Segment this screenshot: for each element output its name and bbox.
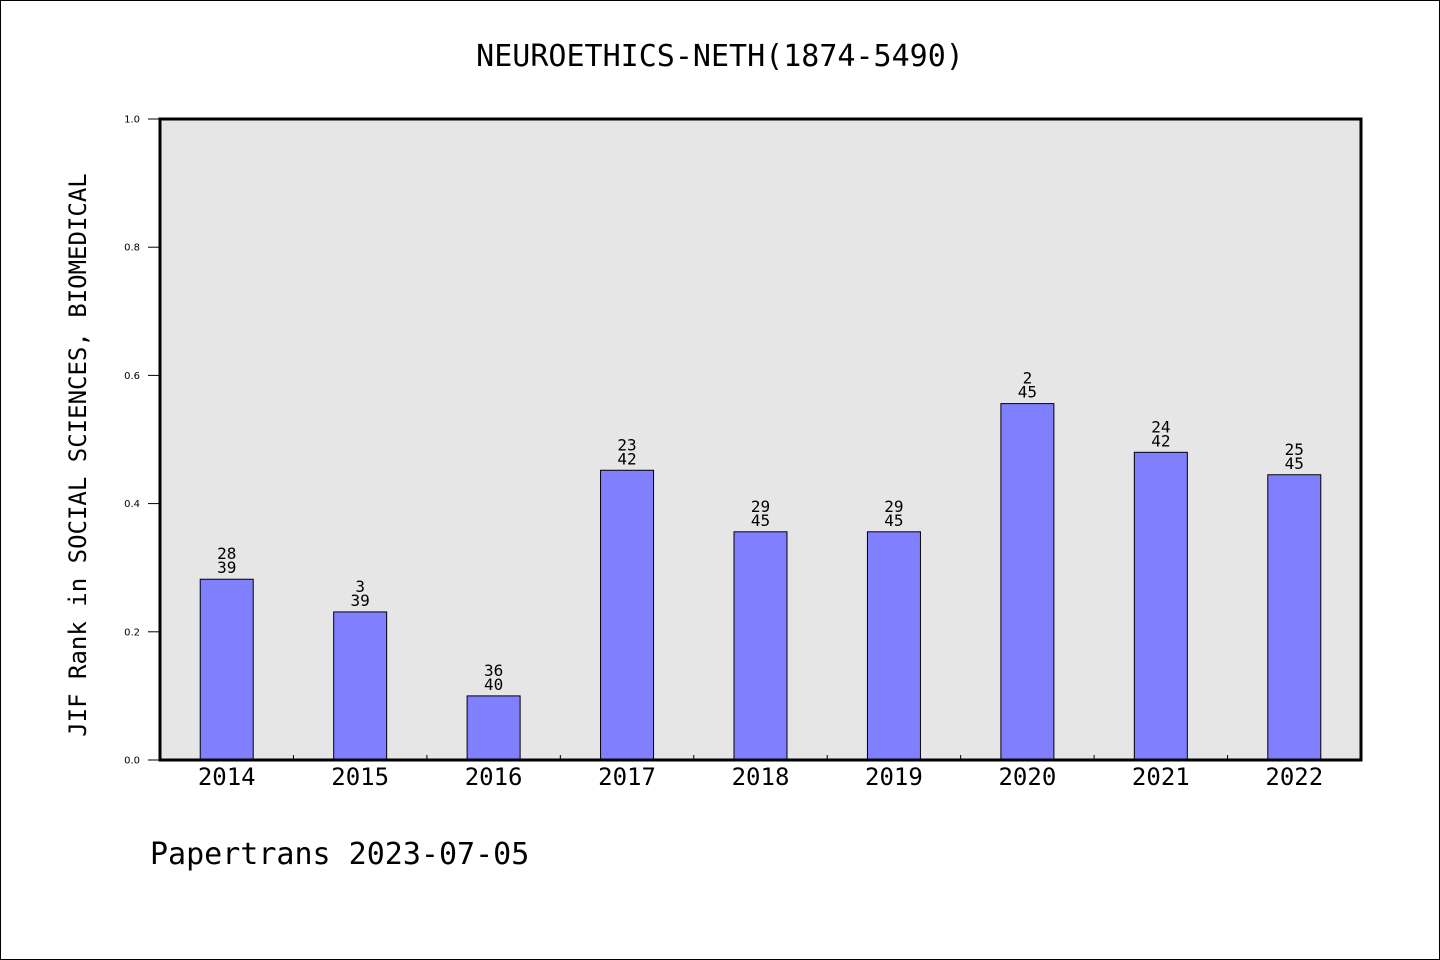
bar-label-total: 45: [1285, 454, 1304, 473]
bar-2021: [1133, 451, 1188, 761]
x-tick-label: 2021: [1132, 763, 1190, 791]
y-tick-label: 0.4: [124, 499, 140, 510]
bar-label-rank: 2: [1023, 369, 1033, 388]
bar-label-rank: 3: [355, 577, 365, 596]
x-tick-label: 2022: [1265, 763, 1323, 791]
x-axis: 2014 2015 2016 2017 2018 2019 2020 2021 2022: [198, 755, 1323, 791]
bar-label-total: 45: [751, 511, 770, 530]
x-tick-label: 2018: [732, 763, 790, 791]
x-tick-label: 2019: [865, 763, 923, 791]
bar-label-total: 42: [1151, 431, 1170, 450]
y-tick-label: 0.2: [124, 627, 140, 638]
bar-label-rank: 28: [217, 544, 236, 563]
x-tick-label: 2014: [198, 763, 256, 791]
x-tick-label: 2020: [998, 763, 1056, 791]
bar-label-rank: 36: [484, 661, 503, 680]
bar-label-rank: 23: [617, 435, 636, 454]
y-axis: 0.0 0.2 0.4 0.6 0.8 1.0: [124, 115, 160, 767]
x-tick-label: 2015: [331, 763, 389, 791]
x-tick-label: 2016: [465, 763, 523, 791]
y-tick-label: 0.8: [124, 243, 140, 254]
bar-label-total: 39: [217, 558, 236, 577]
bar-label-rank: 29: [884, 497, 903, 516]
bar-label-rank: 29: [751, 497, 770, 516]
y-tick-label: 0.0: [124, 756, 140, 767]
bar-2018: [733, 531, 788, 761]
bar-2017: [600, 469, 655, 761]
y-tick-label: 1.0: [124, 115, 140, 126]
chart-title: NEUROETHICS-NETH(1874-5490): [476, 39, 964, 74]
bar-2015: [333, 611, 388, 761]
bar-2016: [466, 695, 521, 761]
bars-group: [199, 403, 1322, 761]
bar-label-total: 39: [351, 591, 370, 610]
bar-2022: [1267, 474, 1322, 761]
bar-label-rank: 24: [1151, 417, 1170, 436]
bar-label-rank: 25: [1285, 440, 1304, 459]
bar-2019: [866, 531, 921, 761]
bar-2014: [199, 578, 254, 761]
bar-2020: [1000, 403, 1055, 761]
bar-label-total: 40: [484, 675, 503, 694]
x-tick-label: 2017: [598, 763, 656, 791]
plot-border: [158, 117, 1363, 762]
y-axis-label: JIF Rank in SOCIAL SCIENCES, BIOMEDICAL: [64, 173, 92, 737]
y-tick-label: 0.6: [124, 371, 140, 382]
bar-label-total: 45: [884, 511, 903, 530]
bar-label-total: 42: [617, 449, 636, 468]
footer-credit: Papertrans 2023-07-05: [150, 837, 529, 872]
bar-label-total: 45: [1018, 383, 1037, 402]
